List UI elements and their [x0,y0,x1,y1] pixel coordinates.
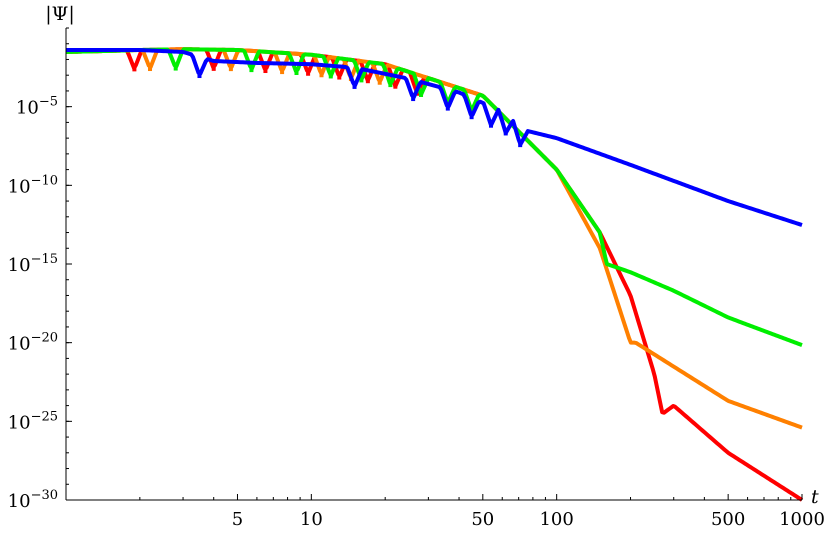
series-point [411,97,416,102]
axes [65,28,802,501]
series-2 [65,47,803,347]
series-point [388,83,393,88]
series-point [132,67,137,72]
y-tick-label: 10−20 [8,331,58,355]
y-tick-label: 10−10 [8,173,58,197]
series-point [148,67,153,72]
series-1 [65,47,803,430]
plot-series [65,47,804,502]
series-point [445,106,450,111]
series-point [319,73,324,78]
x-tick-label: 50 [471,509,494,530]
x-tick-label: 500 [711,509,745,530]
y-ticks: 10−5 10−10 10−15 10−20 10−25 10−30 [8,27,72,512]
series-point [377,80,382,85]
y-tick-label: 10−25 [8,409,58,433]
x-tick-label: 100 [539,509,573,530]
series-point [393,84,398,89]
series-line [65,47,803,227]
y-tick-label: 10−5 [16,95,58,119]
series-point [365,79,370,84]
series-point [518,143,523,148]
x-tick-label: 5 [232,509,243,530]
series-point [280,70,285,75]
series-point [503,131,508,136]
series-point [249,68,254,73]
series-point [294,71,299,75]
x-ticks: 5 10 50 100 500 1000 [139,494,825,530]
series-point [419,92,424,97]
series-line [65,47,803,347]
x-tick-label: 10 [300,509,323,530]
series-point [173,66,178,71]
series-point [228,67,233,72]
series-point [263,69,268,74]
y-tick-label: 10−15 [8,252,58,276]
x-axis-title: t [811,486,819,508]
series-point [306,71,311,76]
series-point [211,66,216,71]
x-tick-label: 1000 [779,509,825,530]
series-point [197,74,202,79]
series-line [65,47,804,502]
series-point [337,75,342,80]
series-point [359,78,364,83]
y-tick-label: 10−30 [8,488,58,512]
series-point [352,84,357,89]
y-axis-title: |Ψ| [45,3,74,25]
series-point [469,115,474,120]
series-0 [65,47,804,502]
series-line [65,47,803,430]
series-point [328,74,333,79]
series-point [489,123,494,128]
series-3 [65,47,803,227]
